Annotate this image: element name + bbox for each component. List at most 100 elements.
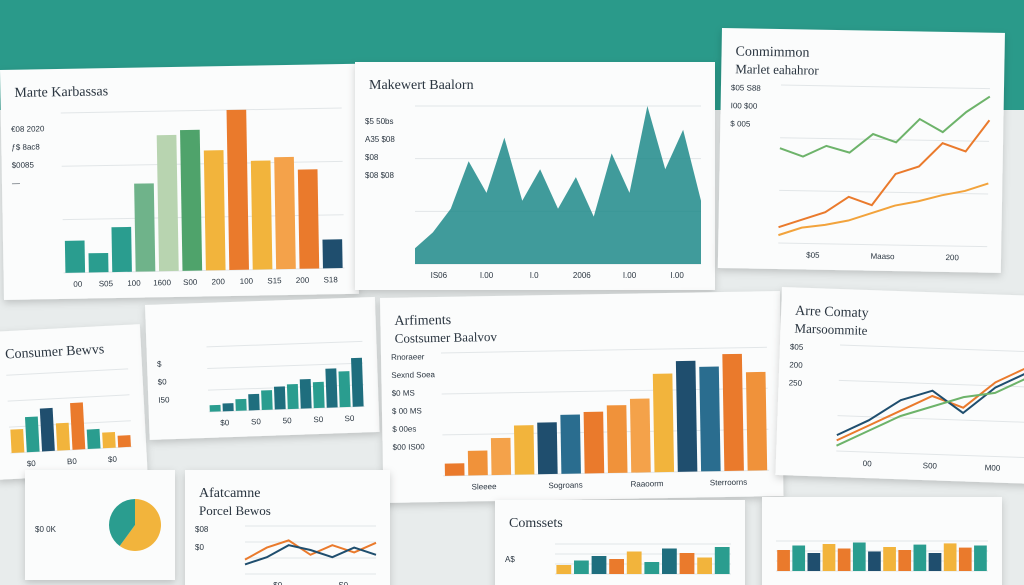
paper: $0 0K <box>25 470 175 580</box>
bar <box>180 129 203 271</box>
bar <box>70 402 86 450</box>
x-label: 200 <box>212 277 226 286</box>
bar <box>537 422 558 475</box>
paper: Comssets A$ <box>495 500 745 585</box>
area <box>415 106 701 264</box>
bar <box>299 379 312 409</box>
bar <box>679 553 695 574</box>
bar <box>117 435 131 448</box>
panel-label: ƒ$ 8ac8 <box>11 142 40 152</box>
bar <box>273 386 286 410</box>
x-label: 00 <box>73 280 83 289</box>
rule-line <box>207 362 364 370</box>
bar <box>777 550 790 571</box>
bar <box>111 226 132 273</box>
x-label: S0 <box>251 417 262 426</box>
line <box>244 544 377 566</box>
paper: $ $0 I50 $0 S0 50 S0 S0 <box>145 296 380 440</box>
bar <box>261 390 273 410</box>
bar <box>226 109 249 271</box>
bar <box>714 547 730 574</box>
panel-label: 250 <box>789 378 803 387</box>
bar <box>235 398 247 411</box>
panel-label: $0 <box>195 543 204 552</box>
bar <box>560 414 581 474</box>
bar <box>675 360 698 472</box>
bar <box>898 550 912 571</box>
panel-label: $0 0K <box>35 525 57 534</box>
rule-line <box>61 160 343 167</box>
panel-label: $0 <box>158 377 168 386</box>
bar <box>697 557 712 574</box>
rule-line <box>440 346 767 354</box>
paper: Afatcamne Porcel Bewos $08 $0 $0 S0 <box>185 470 390 585</box>
bar <box>513 425 535 475</box>
panel-title: Consumer Bewvs <box>5 342 105 362</box>
x-label: $05 <box>806 251 820 260</box>
x-label: Sleeee <box>472 482 498 491</box>
panel-title: Afatcamne <box>199 486 260 501</box>
paper-sheet <box>185 470 390 585</box>
x-label: S00 <box>923 461 938 471</box>
bar <box>322 239 343 269</box>
bar <box>312 381 325 409</box>
bar <box>134 183 156 272</box>
bar <box>574 560 589 574</box>
x-label: Sterroorns <box>710 478 748 488</box>
bar <box>156 134 179 272</box>
bar <box>102 431 116 449</box>
x-label: 2006 <box>573 271 591 280</box>
x-label: Maaso <box>870 252 895 261</box>
x-label: $0 <box>273 581 282 585</box>
rule-line <box>208 405 365 413</box>
rule-line <box>836 450 1024 459</box>
x-label: I.0 <box>530 271 539 280</box>
bar <box>64 240 86 273</box>
panel-label: Rnoraeer <box>391 352 425 362</box>
paper-sheet <box>717 28 1005 273</box>
panel-label: A35 $08 <box>365 135 395 144</box>
paper: Marte Karbassas €08 2020 ƒ$ 8ac8 $0085 — 00 S0… <box>0 63 359 300</box>
panel-label: $00 IS00 <box>393 442 426 452</box>
x-label: I.00 <box>480 271 494 280</box>
panel-label: — <box>12 179 20 188</box>
bar <box>250 160 273 270</box>
rule-line <box>781 84 990 90</box>
bar <box>644 562 660 574</box>
panel-title: Marte Karbassas <box>14 84 108 101</box>
bar <box>86 428 101 450</box>
rule-line <box>206 340 363 348</box>
x-label: $0 <box>27 459 37 468</box>
bar <box>10 428 25 454</box>
line <box>779 95 991 158</box>
x-label: S15 <box>267 276 282 285</box>
rule-line <box>62 214 344 221</box>
bar <box>913 544 927 571</box>
panel-label: $5 50bs <box>365 117 393 126</box>
x-label: 200 <box>945 253 959 262</box>
bar <box>274 156 296 270</box>
panel-label: $0085 <box>12 161 35 170</box>
bar <box>325 368 338 408</box>
bar <box>868 551 881 571</box>
panel-label: €08 2020 <box>11 124 45 134</box>
panel-title: Arfiments <box>394 313 451 329</box>
x-label: S0 <box>313 415 324 424</box>
x-label: M00 <box>985 463 1001 473</box>
x-label: Raaoorm <box>631 479 664 489</box>
bar <box>928 553 942 571</box>
panel-subtitle: Porcel Bewos <box>199 503 271 518</box>
x-label: 1600 <box>153 278 172 287</box>
bar <box>652 373 675 473</box>
panel-label: A$ <box>505 555 515 564</box>
rule-line <box>837 415 1024 423</box>
rule-line <box>207 384 364 391</box>
x-label: I.00 <box>670 271 684 280</box>
paper <box>762 497 1002 585</box>
panel-label: $08 $08 <box>365 171 394 180</box>
panel-label: $05 <box>790 342 804 351</box>
line <box>778 119 991 229</box>
